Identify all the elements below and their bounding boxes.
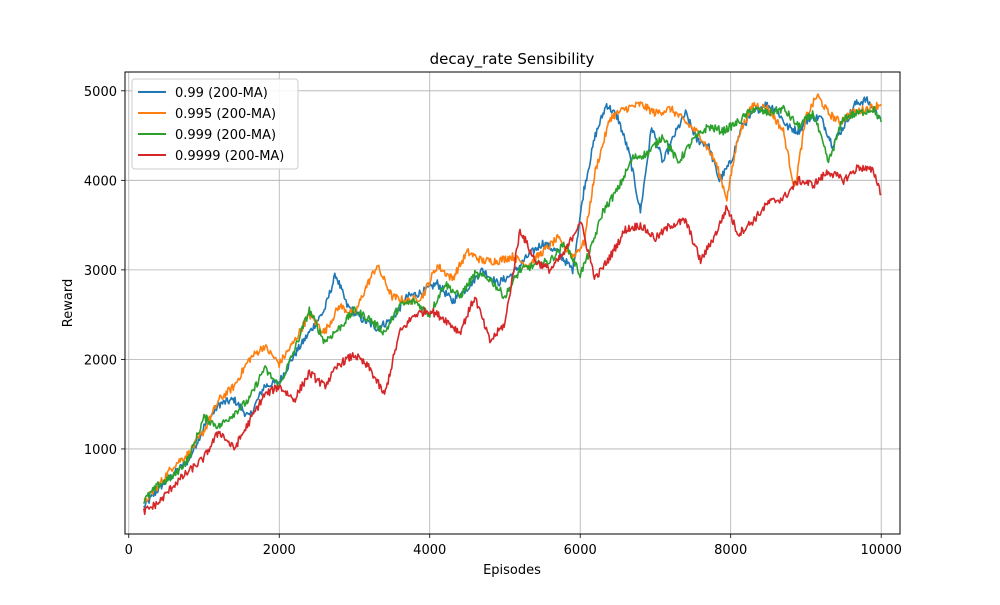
chart-title: decay_rate Sensibility — [430, 50, 595, 69]
series-lines — [143, 93, 882, 516]
x-axis-label: Episodes — [483, 563, 541, 578]
y-tick-label: 5000 — [84, 85, 117, 100]
x-tick-label: 4000 — [413, 543, 446, 558]
grid-lines — [125, 72, 900, 534]
series-line-2 — [143, 104, 882, 504]
x-tick-label: 0 — [125, 543, 133, 558]
x-tick-label: 6000 — [564, 543, 597, 558]
legend-box — [131, 78, 299, 170]
legend-entry-3: 0.9999 (200-MA) — [175, 149, 284, 164]
axis-ticks: 0 2000 4000 6000 8000 10000 1000 2000 3000 4000 50… — [84, 85, 902, 558]
x-tick-label: 8000 — [714, 543, 747, 558]
x-tick-label: 10000 — [861, 543, 902, 558]
legend-entry-1: 0.995 (200-MA) — [175, 107, 276, 122]
series-line-0 — [143, 96, 882, 509]
y-tick-label: 2000 — [84, 353, 117, 368]
y-axis-label: Reward — [61, 279, 76, 327]
plot-area-frame — [124, 71, 901, 535]
y-tick-label: 1000 — [84, 443, 117, 458]
legend: 0.99 (200-MA) 0.995 (200-MA) 0.999 (200-MA… — [131, 78, 299, 170]
y-tick-label: 4000 — [84, 174, 117, 189]
y-tick-label: 3000 — [84, 264, 117, 279]
x-tick-label: 2000 — [263, 543, 296, 558]
legend-entry-0: 0.99 (200-MA) — [175, 86, 268, 101]
legend-entry-2: 0.999 (200-MA) — [175, 128, 276, 143]
series-line-3 — [143, 164, 882, 516]
